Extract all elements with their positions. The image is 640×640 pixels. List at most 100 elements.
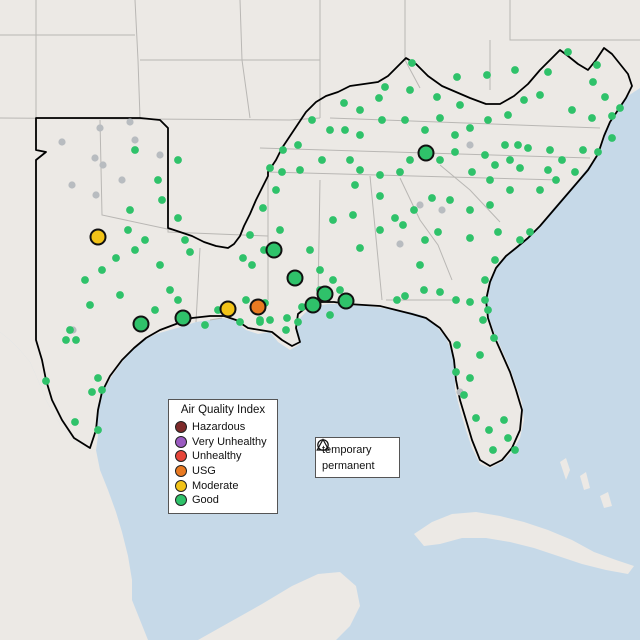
good-station[interactable] [552,176,560,184]
good-station[interactable] [588,114,596,122]
highlight-station[interactable] [265,241,283,259]
good-station[interactable] [248,261,256,269]
highlight-station[interactable] [132,315,150,333]
good-station[interactable] [421,236,429,244]
good-station[interactable] [356,166,364,174]
good-station[interactable] [181,236,189,244]
good-station[interactable] [401,116,409,124]
good-station[interactable] [514,141,522,149]
good-station[interactable] [391,214,399,222]
good-station[interactable] [504,434,512,442]
good-station[interactable] [571,168,579,176]
good-station[interactable] [294,318,302,326]
good-station[interactable] [544,68,552,76]
good-station[interactable] [481,151,489,159]
good-station[interactable] [416,261,424,269]
good-station[interactable] [589,78,597,86]
good-station[interactable] [174,214,182,222]
good-station[interactable] [278,168,286,176]
highlight-station[interactable] [316,285,334,303]
inactive-station[interactable] [68,181,76,189]
inactive-station[interactable] [92,191,100,199]
inactive-station[interactable] [466,141,474,149]
good-station[interactable] [326,311,334,319]
good-station[interactable] [593,61,601,69]
good-station[interactable] [62,336,70,344]
good-station[interactable] [71,418,79,426]
good-station[interactable] [126,206,134,214]
good-station[interactable] [308,116,316,124]
good-station[interactable] [468,168,476,176]
good-station[interactable] [536,91,544,99]
inactive-station[interactable] [131,136,139,144]
good-station[interactable] [282,326,290,334]
good-station[interactable] [436,114,444,122]
good-station[interactable] [399,221,407,229]
inactive-station[interactable] [96,124,104,132]
good-station[interactable] [94,426,102,434]
inactive-station[interactable] [126,118,134,126]
good-station[interactable] [186,248,194,256]
highlight-station[interactable] [286,269,304,287]
good-station[interactable] [72,336,80,344]
good-station[interactable] [318,156,326,164]
good-station[interactable] [246,231,254,239]
good-station[interactable] [272,186,280,194]
good-station[interactable] [112,254,120,262]
good-station[interactable] [451,131,459,139]
good-station[interactable] [485,426,493,434]
good-station[interactable] [504,111,512,119]
good-station[interactable] [98,266,106,274]
good-station[interactable] [536,186,544,194]
good-station[interactable] [472,414,480,422]
good-station[interactable] [481,296,489,304]
good-station[interactable] [276,226,284,234]
inactive-station[interactable] [58,138,66,146]
good-station[interactable] [329,216,337,224]
good-station[interactable] [481,276,489,284]
good-station[interactable] [460,391,468,399]
good-station[interactable] [174,156,182,164]
good-station[interactable] [151,306,159,314]
good-station[interactable] [544,166,552,174]
good-station[interactable] [296,166,304,174]
good-station[interactable] [511,66,519,74]
good-station[interactable] [378,116,386,124]
good-station[interactable] [516,236,524,244]
good-station[interactable] [436,156,444,164]
good-station[interactable] [489,446,497,454]
good-station[interactable] [490,334,498,342]
good-station[interactable] [376,226,384,234]
good-station[interactable] [375,94,383,102]
highlight-station[interactable] [337,292,355,310]
good-station[interactable] [466,234,474,242]
good-station[interactable] [483,71,491,79]
highlight-station[interactable] [304,296,322,314]
good-station[interactable] [420,286,428,294]
good-station[interactable] [516,164,524,172]
good-station[interactable] [356,244,364,252]
good-station[interactable] [494,228,502,236]
highlight-station[interactable] [417,144,435,162]
good-station[interactable] [433,93,441,101]
good-station[interactable] [568,106,576,114]
good-station[interactable] [421,126,429,134]
good-station[interactable] [608,112,616,120]
inactive-station[interactable] [99,161,107,169]
good-station[interactable] [156,261,164,269]
good-station[interactable] [306,246,314,254]
good-station[interactable] [349,211,357,219]
good-station[interactable] [466,298,474,306]
good-station[interactable] [201,321,209,329]
good-station[interactable] [466,206,474,214]
good-station[interactable] [242,296,250,304]
good-station[interactable] [340,99,348,107]
good-station[interactable] [491,256,499,264]
good-station[interactable] [88,388,96,396]
good-station[interactable] [279,146,287,154]
good-station[interactable] [341,126,349,134]
good-station[interactable] [452,296,460,304]
good-station[interactable] [401,292,409,300]
good-station[interactable] [501,141,509,149]
